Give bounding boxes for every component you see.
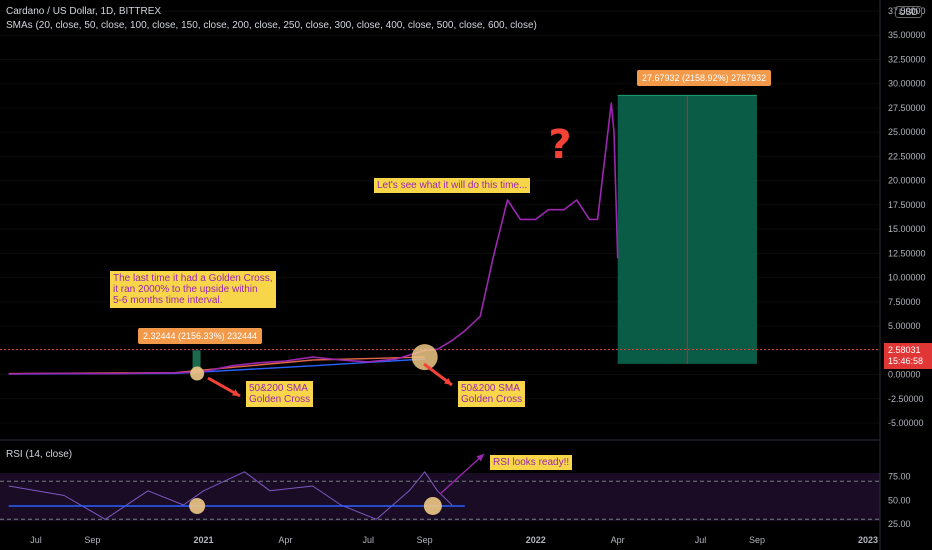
time-tick-label: Apr <box>278 535 292 545</box>
time-tick-label: Jul <box>362 535 374 545</box>
note-golden-cross-2: 50&200 SMA Golden Cross <box>458 381 526 407</box>
golden-cross-marker <box>411 344 438 371</box>
time-tick-label: Sep <box>84 535 100 545</box>
price-tick-label: -2.50000 <box>888 394 924 404</box>
projection-box <box>192 94 757 374</box>
rsi-tick-label: 50.00 <box>888 495 911 505</box>
annotation-arrows <box>207 362 485 495</box>
price-tick-label: 25.00000 <box>888 127 926 137</box>
note-last-time: The last time it had a Golden Cross, it … <box>110 271 276 308</box>
price-tick-label: 27.50000 <box>888 103 926 113</box>
time-tick-label: 2022 <box>526 535 546 545</box>
rsi-marker <box>189 497 206 514</box>
price-tick-label: 0.00000 <box>888 370 921 380</box>
price-tick-label: 17.50000 <box>888 200 926 210</box>
sma-indicator-legend[interactable]: SMAs (20, close, 50, close, 100, close, … <box>6 20 537 31</box>
rsi-tick-label: 25.00 <box>888 519 911 529</box>
price-tick-label: 32.50000 <box>888 54 926 64</box>
arrow-rsi <box>439 453 485 495</box>
time-tick-label: 2021 <box>193 535 213 545</box>
golden-cross-marker <box>190 366 205 381</box>
price-tick-label: 5.00000 <box>888 321 921 331</box>
time-tick-label: Apr <box>611 535 625 545</box>
price-tick-label: 30.00000 <box>888 79 926 89</box>
arrow-gc1-head <box>232 389 240 396</box>
time-tick-label: Jul <box>695 535 707 545</box>
price-tick-label: 20.00000 <box>888 176 926 186</box>
chart-title: Cardano / US Dollar, 1D, BITTREX <box>6 6 162 17</box>
rsi-marker <box>423 496 442 515</box>
price-line <box>8 102 619 375</box>
time-tick-label: Sep <box>417 535 433 545</box>
rsi-legend[interactable]: RSI (14, close) <box>6 449 73 460</box>
note-golden-cross-1: 50&200 SMA Golden Cross <box>246 381 314 407</box>
first-move-badge: 2.32444 (2156.33%) 232444 <box>138 328 263 344</box>
arrow-rsi-head <box>476 454 484 462</box>
rsi-pane-bg <box>0 473 880 521</box>
price-tick-label: 7.50000 <box>888 297 921 307</box>
price-series <box>8 102 619 375</box>
projection-badge: 27.67932 (2158.92%) 2767932 <box>637 70 772 86</box>
rsi-axis: 75.00 50.00 25.00 <box>0 472 911 529</box>
price-tick-label: -5.00000 <box>888 418 924 428</box>
price-tick-label: 12.50000 <box>888 248 926 258</box>
golden-cross-markers <box>189 344 442 515</box>
price-tick-label: 10.00000 <box>888 273 926 283</box>
current-price-badge: 2.58031 15:46:58 <box>884 343 932 369</box>
note-lets-see: Let's see what it will do this time... <box>374 178 531 193</box>
rsi-tick-label: 75.00 <box>888 472 911 482</box>
time-tick-label: Jul <box>30 535 42 545</box>
arrow-gc2-head <box>444 377 452 385</box>
bar-countdown: 15:46:58 <box>888 356 924 366</box>
time-axis: Jul Sep 2021 Apr Jul Sep 2022 Apr Jul Sep 2023 <box>30 535 878 545</box>
time-tick-label: Sep <box>749 535 765 545</box>
time-tick-label: 2023 <box>858 535 878 545</box>
first-move-box <box>192 350 201 374</box>
question-mark: ? <box>548 122 571 168</box>
price-tick-label: 35.00000 <box>888 30 926 40</box>
note-rsi-ready: RSI looks ready!! <box>490 455 573 470</box>
current-price-value: 2.58031 <box>888 345 921 355</box>
currency-button[interactable]: USD <box>894 6 922 18</box>
price-tick-label: 22.50000 <box>888 151 926 161</box>
price-tick-label: 15.00000 <box>888 224 926 234</box>
rsi-line <box>8 471 453 520</box>
rsi-series <box>8 471 465 520</box>
price-tick-label: 37.50000 <box>888 6 926 16</box>
